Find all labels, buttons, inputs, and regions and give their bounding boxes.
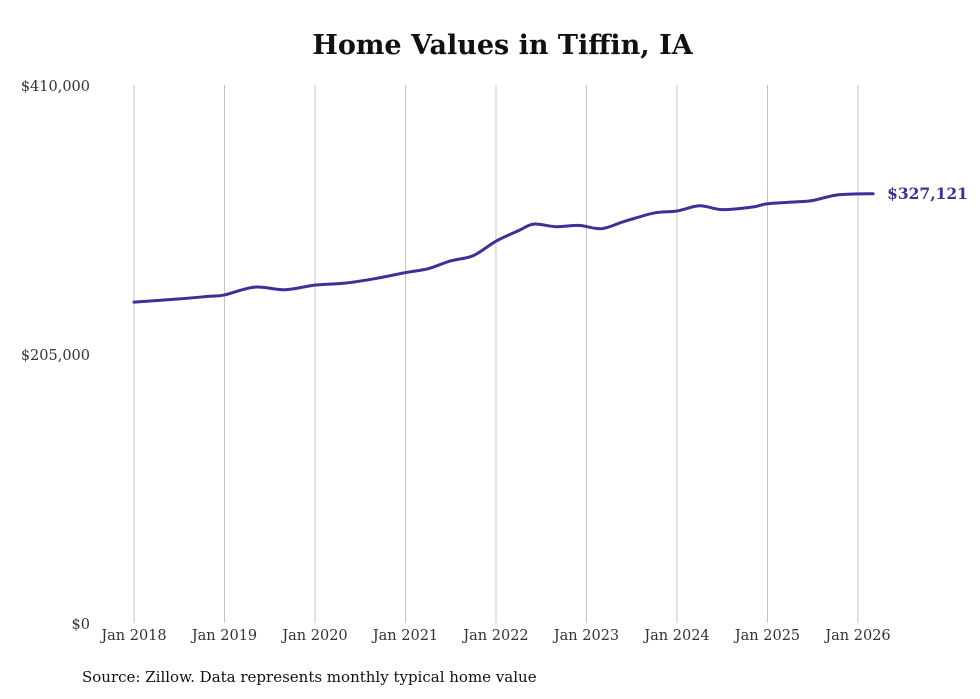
x-tick-label: Jan 2023 xyxy=(552,628,619,644)
end-value-label: $327,121 xyxy=(887,184,968,203)
source-note: Source: Zillow. Data represents monthly … xyxy=(82,668,537,686)
x-tick-label: Jan 2022 xyxy=(461,628,528,644)
series-line xyxy=(132,192,875,304)
x-tick-label: Jan 2020 xyxy=(280,628,347,644)
x-tick-label: Jan 2024 xyxy=(642,628,709,644)
x-tick-label: Jan 2025 xyxy=(733,628,800,644)
x-tick-label: Jan 2019 xyxy=(190,628,257,644)
y-tick-label: $205,000 xyxy=(21,348,90,364)
y-tick-label: $0 xyxy=(72,617,90,633)
x-tick-label: Jan 2021 xyxy=(371,628,438,644)
chart-title: Home Values in Tiffin, IA xyxy=(312,30,693,61)
x-tick-label: Jan 2026 xyxy=(823,628,890,644)
y-tick-label: $410,000 xyxy=(21,79,90,95)
x-tick-label: Jan 2018 xyxy=(99,628,166,644)
